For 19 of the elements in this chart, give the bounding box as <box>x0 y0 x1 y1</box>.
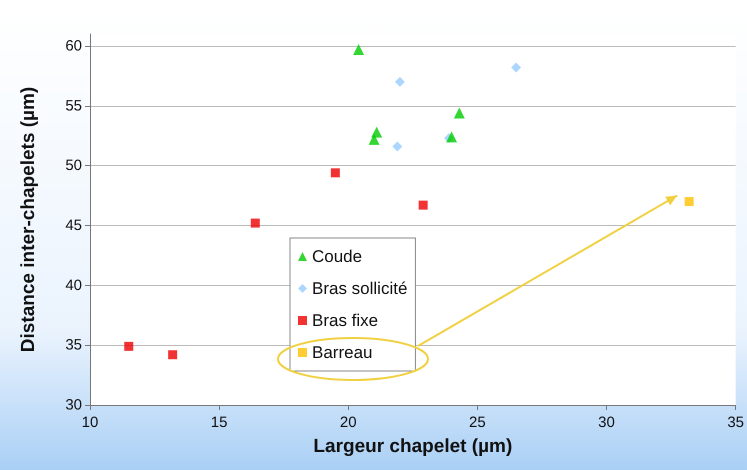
legend-label: Coude <box>312 247 362 266</box>
x-tick-label: 20 <box>340 414 357 431</box>
y-tick-label: 50 <box>65 157 82 174</box>
y-tick-label: 45 <box>65 216 82 234</box>
x-tick-label: 25 <box>469 414 486 431</box>
x-tick-label: 35 <box>727 414 744 431</box>
y-tick-label: 30 <box>65 396 82 414</box>
legend-label: Bras fixe <box>312 311 378 330</box>
legend-label: Bras sollicité <box>312 279 408 298</box>
y-tick-label: 60 <box>65 37 82 54</box>
y-axis-title: Distance inter-chapelets (µm) <box>18 86 39 352</box>
x-tick-label: 30 <box>598 414 615 431</box>
x-tick-label: 10 <box>82 414 98 431</box>
y-tick-label: 40 <box>65 276 82 294</box>
y-tick-label: 35 <box>65 336 82 354</box>
x-tick-label: 15 <box>210 414 228 431</box>
legend-label: Barreau <box>312 343 372 362</box>
y-tick-label: 55 <box>65 97 82 114</box>
x-axis-title: Largeur chapelet (µm) <box>313 436 512 457</box>
